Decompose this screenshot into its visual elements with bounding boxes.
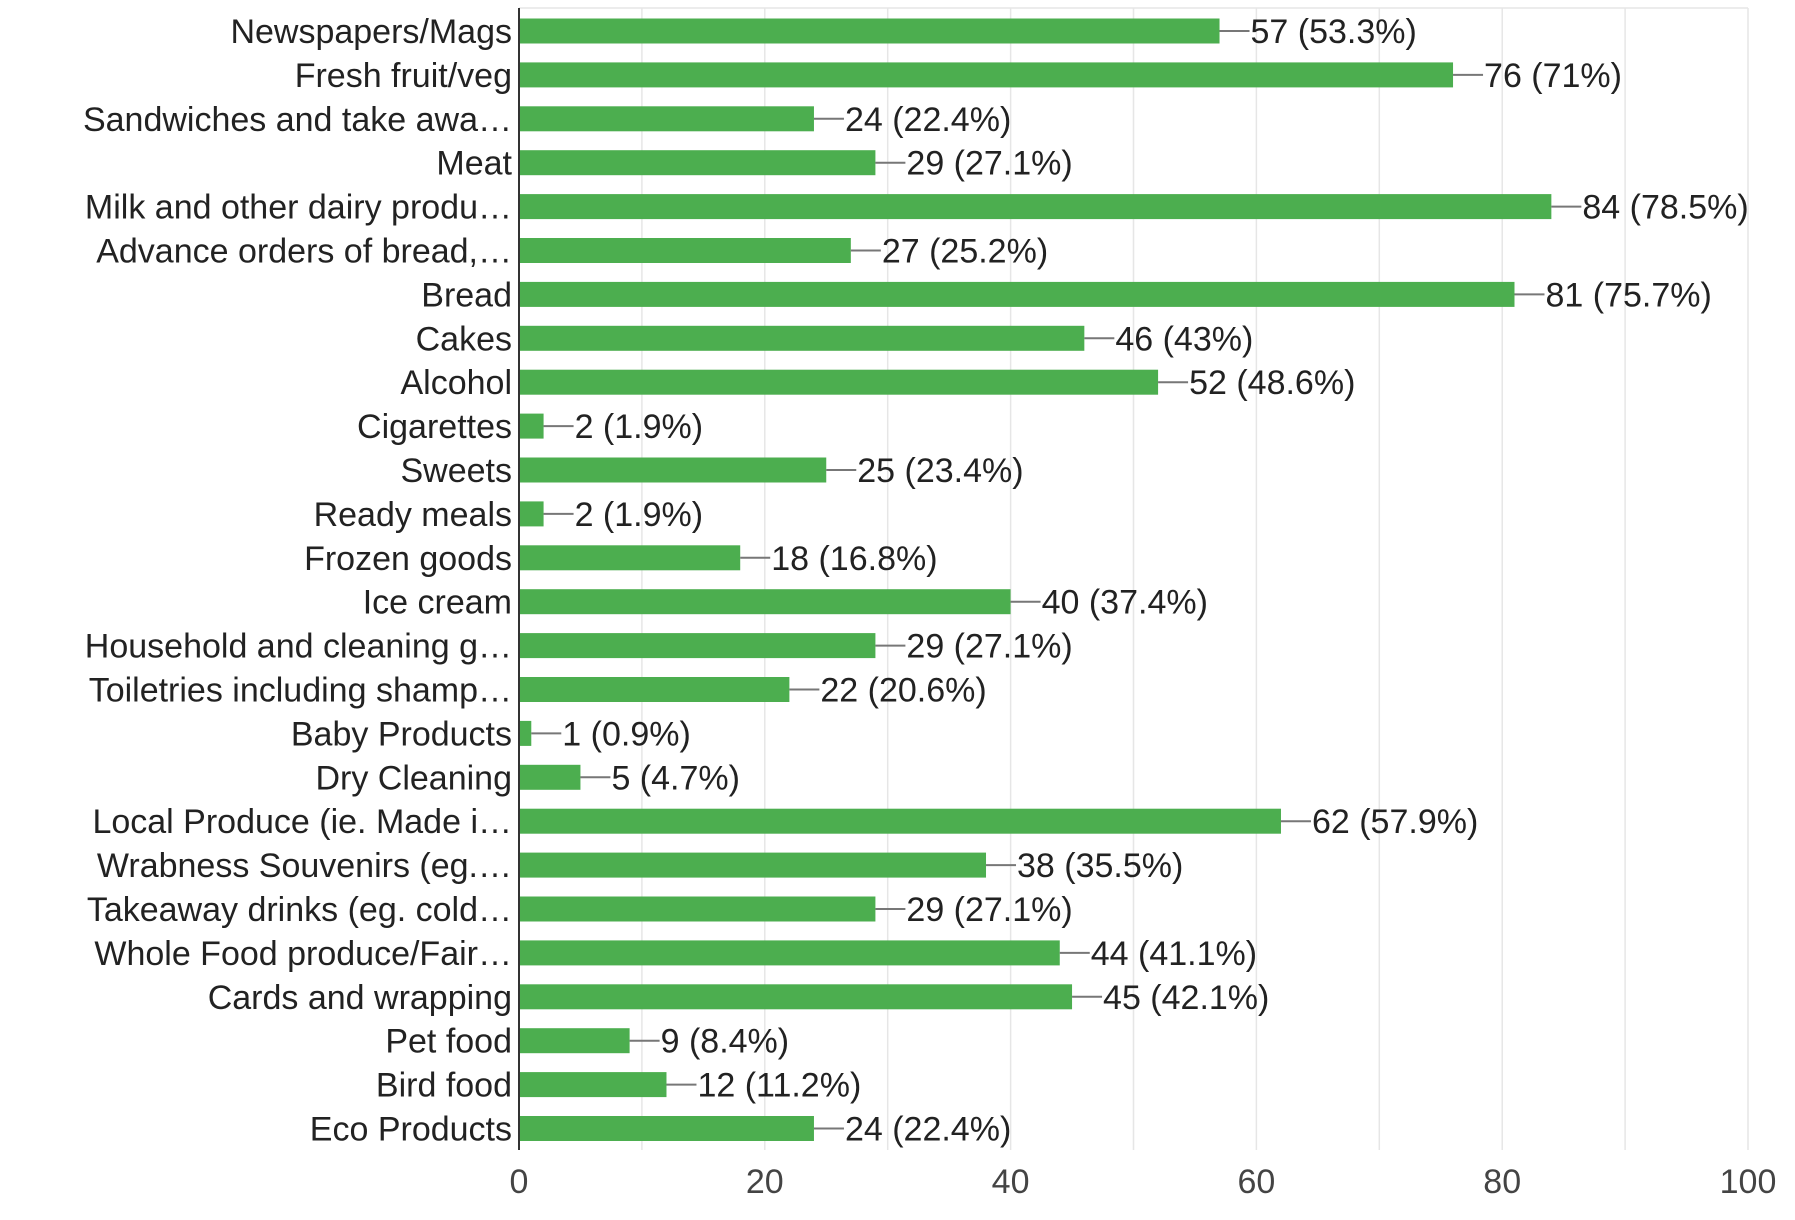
data-label: 29 (27.1%) bbox=[906, 891, 1072, 929]
bar bbox=[519, 194, 1552, 220]
category-label: Local Produce (ie. Made i… bbox=[92, 803, 512, 841]
data-label: 9 (8.4%) bbox=[661, 1023, 790, 1061]
category-label: Cards and wrapping bbox=[208, 979, 512, 1017]
data-label: 2 (1.9%) bbox=[575, 408, 704, 446]
bar bbox=[519, 238, 851, 263]
category-label: Cigarettes bbox=[357, 408, 512, 446]
x-tick-label: 0 bbox=[510, 1163, 529, 1201]
data-label: 38 (35.5%) bbox=[1017, 847, 1183, 885]
bar bbox=[519, 545, 741, 571]
bar bbox=[519, 1072, 667, 1098]
category-label: Household and cleaning g… bbox=[85, 628, 512, 666]
data-label: 81 (75.7%) bbox=[1545, 276, 1711, 314]
category-label: Baby Products bbox=[291, 715, 512, 753]
category-label: Milk and other dairy produ… bbox=[85, 189, 512, 227]
bar bbox=[519, 633, 876, 659]
data-label: 24 (22.4%) bbox=[845, 101, 1011, 139]
bar bbox=[519, 984, 1073, 1010]
category-label: Eco Products bbox=[310, 1111, 512, 1149]
x-tick-label: 20 bbox=[746, 1163, 784, 1201]
data-label: 57 (53.3%) bbox=[1251, 13, 1417, 51]
data-label: 62 (57.9%) bbox=[1312, 803, 1478, 841]
bar bbox=[519, 281, 1515, 307]
category-label: Takeaway drinks (eg. cold… bbox=[87, 891, 512, 929]
bar bbox=[519, 764, 581, 790]
bar bbox=[519, 677, 790, 702]
data-label: 5 (4.7%) bbox=[611, 759, 740, 797]
x-tick-label: 40 bbox=[992, 1163, 1030, 1201]
category-label: Wrabness Souvenirs (eg.… bbox=[97, 847, 512, 885]
bar bbox=[519, 62, 1454, 88]
category-label: Meat bbox=[436, 145, 512, 183]
data-label: 2 (1.9%) bbox=[575, 496, 704, 534]
bar bbox=[519, 940, 1060, 966]
bar bbox=[519, 369, 1159, 395]
data-label: 84 (78.5%) bbox=[1582, 189, 1748, 227]
data-label: 45 (42.1%) bbox=[1103, 979, 1269, 1017]
data-label: 46 (43%) bbox=[1115, 320, 1253, 358]
bar bbox=[519, 589, 1011, 615]
bar bbox=[519, 413, 544, 439]
data-label: 12 (11.2%) bbox=[697, 1067, 861, 1105]
bar bbox=[519, 325, 1085, 351]
bars bbox=[519, 18, 1552, 1141]
bar bbox=[519, 18, 1220, 44]
category-label: Toiletries including shamp… bbox=[89, 672, 512, 710]
category-label: Ready meals bbox=[314, 496, 512, 534]
category-label: Bread bbox=[421, 276, 512, 314]
data-label: 1 (0.9%) bbox=[562, 715, 691, 753]
bar bbox=[519, 501, 544, 527]
bar bbox=[519, 720, 532, 746]
data-label: 27 (25.2%) bbox=[882, 233, 1048, 271]
bar bbox=[519, 1116, 814, 1141]
category-label: Sweets bbox=[401, 452, 513, 490]
category-label: Ice cream bbox=[363, 584, 512, 622]
data-label: 24 (22.4%) bbox=[845, 1111, 1011, 1149]
data-label: 40 (37.4%) bbox=[1042, 584, 1208, 622]
data-label: 22 (20.6%) bbox=[820, 672, 986, 710]
category-label: Dry Cleaning bbox=[315, 759, 512, 797]
bar bbox=[519, 457, 827, 483]
category-label: Bird food bbox=[376, 1067, 512, 1105]
data-label: 29 (27.1%) bbox=[906, 628, 1072, 666]
x-tick-label: 60 bbox=[1237, 1163, 1275, 1201]
bar bbox=[519, 1028, 630, 1054]
labels: 0 20 40 60 80 100 Newspapers/Mags 57 (53.3%) Fre… bbox=[83, 13, 1776, 1201]
category-label: Newspapers/Mags bbox=[230, 13, 512, 51]
category-label: Fresh fruit/veg bbox=[295, 57, 512, 95]
category-label: Alcohol bbox=[400, 364, 512, 402]
bar bbox=[519, 106, 814, 132]
category-label: Whole Food produce/Fair… bbox=[94, 935, 512, 973]
category-label: Pet food bbox=[385, 1023, 512, 1061]
data-label: 25 (23.4%) bbox=[857, 452, 1023, 490]
bar bbox=[519, 896, 876, 922]
category-label: Frozen goods bbox=[304, 540, 512, 578]
data-label: 29 (27.1%) bbox=[906, 145, 1072, 183]
x-tick-label: 80 bbox=[1483, 1163, 1521, 1201]
bar bbox=[519, 150, 876, 176]
data-label: 52 (48.6%) bbox=[1189, 364, 1355, 402]
category-label: Cakes bbox=[416, 320, 512, 358]
category-label: Advance orders of bread,… bbox=[96, 233, 512, 271]
category-label: Sandwiches and take awa… bbox=[83, 101, 512, 139]
data-label: 18 (16.8%) bbox=[771, 540, 937, 578]
data-label: 76 (71%) bbox=[1484, 57, 1622, 95]
x-tick-label: 100 bbox=[1720, 1163, 1777, 1201]
bar bbox=[519, 852, 987, 878]
data-label: 44 (41.1%) bbox=[1091, 935, 1257, 973]
bar bbox=[519, 808, 1281, 834]
